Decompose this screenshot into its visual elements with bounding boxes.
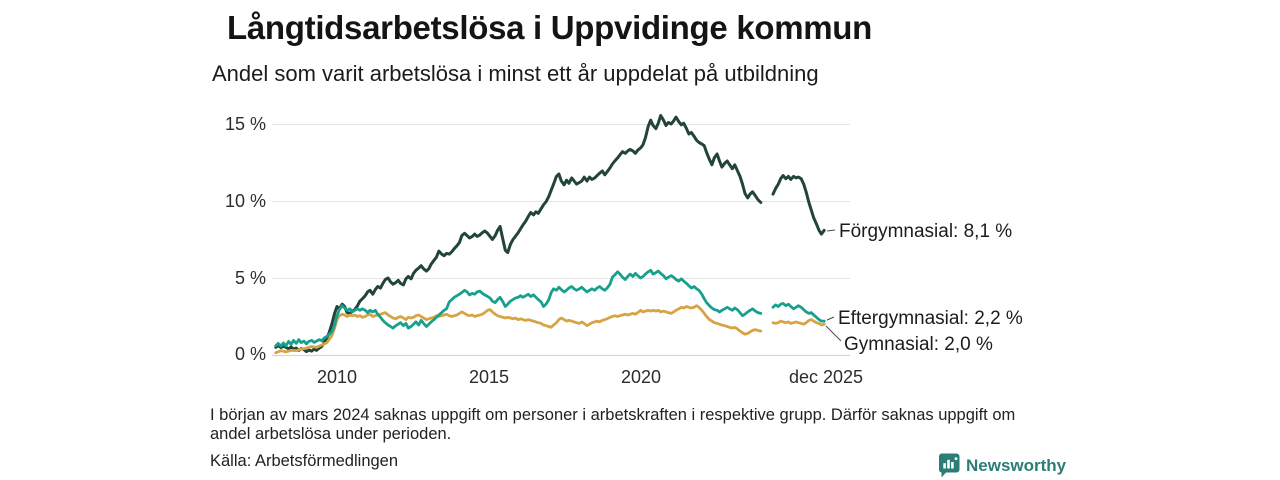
chart-footnote: I början av mars 2024 saknas uppgift om … — [210, 406, 1015, 444]
series-line-forgymnasial — [771, 174, 826, 236]
end-label-eftergymnasial: Eftergymnasial: 2,2 % — [838, 308, 1023, 329]
leader-forgymnasial — [826, 229, 836, 232]
end-label-forgymnasial: Förgymnasial: 8,1 % — [839, 221, 1012, 242]
gridlines — [272, 124, 850, 357]
logo-dot — [954, 457, 958, 460]
logo-bar-tall — [947, 459, 950, 469]
label-leader-lines — [825, 229, 842, 342]
x-tick-2015: 2015 — [469, 367, 509, 387]
y-tick-15: 15 % — [225, 114, 266, 134]
footnote-line-2: andel arbetslösa under perioden. — [210, 425, 452, 443]
leader-gymnasial — [825, 325, 842, 342]
logo-bar-medium — [951, 462, 954, 469]
footnote-line-1: I början av mars 2024 saknas uppgift om … — [210, 406, 1016, 424]
series-line-gymnasial — [771, 318, 826, 327]
chart-subtitle: Andel som varit arbetslösa i minst ett å… — [212, 61, 819, 86]
series-line-eftergymnasial — [274, 268, 763, 348]
series-line-forgymnasial — [274, 114, 763, 354]
source-note: Källa: Arbetsförmedlingen — [210, 452, 399, 470]
series-end-labels: Förgymnasial: 8,1 % Eftergymnasial: 2,2 … — [838, 221, 1023, 355]
x-tick-dec-2025: dec 2025 — [789, 367, 863, 387]
y-tick-0: 0 % — [235, 344, 266, 364]
x-tick-2010: 2010 — [317, 367, 357, 387]
logo-bar-small — [943, 463, 946, 469]
y-tick-5: 5 % — [235, 268, 266, 288]
x-tick-2020: 2020 — [621, 367, 661, 387]
series-line-gymnasial — [274, 304, 763, 355]
y-axis-labels: 15 % 10 % 5 % 0 % — [225, 114, 266, 364]
end-label-gymnasial: Gymnasial: 2,0 % — [844, 334, 993, 355]
x-axis-labels: 2010 2015 2020 dec 2025 — [317, 367, 863, 387]
newsworthy-logo-icon — [939, 453, 960, 478]
page-title: Långtidsarbetslösa i Uppvidinge kommun — [227, 9, 873, 46]
leader-eftergymnasial — [826, 316, 835, 321]
newsworthy-logo-text: Newsworthy — [966, 455, 1067, 475]
series-line-eftergymnasial — [771, 302, 826, 323]
series-lines — [274, 114, 826, 355]
y-tick-10: 10 % — [225, 191, 266, 211]
newsworthy-logo: Newsworthy — [939, 453, 1066, 478]
